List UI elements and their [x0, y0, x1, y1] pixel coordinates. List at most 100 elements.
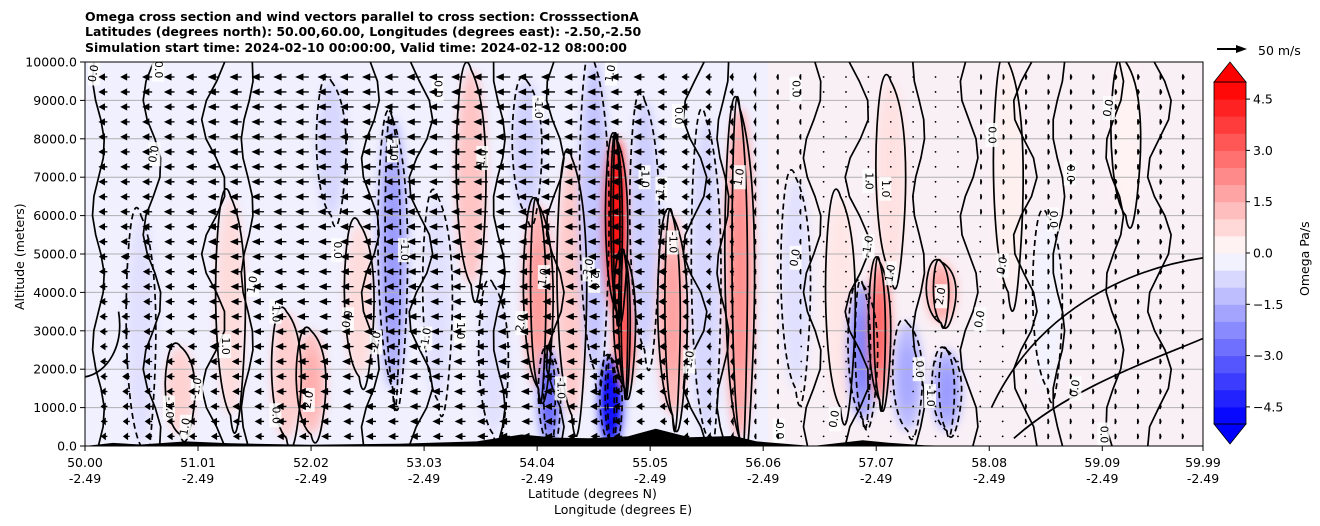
wind-vector: [99, 342, 108, 351]
wind-vector: [1047, 208, 1050, 215]
wind-vector: [636, 402, 645, 411]
contour-line: [628, 90, 661, 372]
contour-label-bg: [179, 414, 192, 439]
wind-vector: [889, 300, 892, 303]
wind-vector: [1181, 89, 1185, 95]
wind-vector: [1181, 193, 1185, 200]
wind-vector: [78, 239, 85, 244]
wind-vector: [934, 285, 937, 288]
wind-vector: [540, 178, 556, 186]
wind-vector: [822, 435, 825, 438]
wind-vector: [361, 73, 376, 81]
contour-label-bg: [828, 407, 841, 432]
wind-vector: [1181, 74, 1185, 80]
contour-line: [578, 62, 610, 396]
colorbar-segment: [1214, 253, 1246, 271]
wind-vector: [657, 178, 667, 186]
wind-vector: [318, 283, 332, 291]
wind-vector: [364, 387, 376, 396]
contour-label-bg: [655, 176, 668, 201]
wind-vector: [707, 432, 712, 441]
wind-vector: [274, 313, 287, 321]
wind-vector: [799, 328, 802, 335]
wind-vector: [317, 238, 332, 246]
x-tick-label-lon: -2.49: [295, 471, 327, 486]
wind-vector: [1114, 74, 1118, 80]
wind-vector: [1069, 388, 1072, 395]
wind-vector: [800, 345, 803, 348]
wind-vector: [229, 208, 242, 216]
wind-vector: [295, 88, 309, 96]
wind-vector: [451, 133, 466, 141]
contour-label-bg: [148, 142, 161, 167]
wind-vector: [912, 330, 915, 333]
wind-vector: [143, 357, 153, 366]
x-axis: 50.00-2.4951.01-2.4952.02-2.4953.03-2.49…: [67, 446, 1221, 486]
wind-vector: [1047, 238, 1050, 245]
wind-vector: [934, 150, 937, 153]
wind-vector: [384, 133, 399, 141]
colorbar-segment: [1214, 304, 1246, 322]
wind-vector: [498, 387, 511, 396]
wind-vector: [633, 118, 645, 126]
x-tick-label-lat: 50.00: [67, 455, 103, 470]
wind-vector: [1136, 343, 1140, 350]
wind-vector: [612, 387, 623, 396]
wind-vector: [295, 208, 309, 216]
wind-vector: [473, 208, 488, 216]
wind-vector: [429, 268, 444, 276]
contour-label: 0.0: [773, 422, 786, 440]
wind-vector: [979, 390, 982, 393]
wind-vector: [385, 268, 399, 276]
wind-vector: [1069, 89, 1073, 95]
wind-vector: [912, 375, 915, 378]
colorbar-segment: [1214, 150, 1246, 168]
contour-label-bg: [1097, 422, 1110, 446]
wind-vector: [1047, 343, 1050, 350]
wind-vector: [1047, 313, 1050, 320]
wind-vector: [295, 73, 309, 81]
wind-vector: [889, 405, 892, 408]
wind-vector: [934, 91, 937, 93]
wind-vector: [276, 387, 287, 396]
wind-vector: [889, 270, 892, 273]
wind-vector: [451, 193, 466, 201]
omega-blob: [780, 177, 811, 389]
wind-vector: [613, 417, 623, 426]
wind-vector: [660, 432, 667, 441]
wind-vector: [1092, 89, 1095, 95]
wind-vector: [473, 178, 488, 186]
wind-vector: [386, 342, 399, 351]
wind-vector: [339, 133, 354, 141]
wind-vector: [1047, 163, 1050, 170]
wind-vector: [365, 417, 376, 426]
wind-vector: [1002, 223, 1005, 230]
wind-vector: [1069, 163, 1073, 170]
wind-vector: [729, 162, 735, 172]
wind-vector: [1114, 328, 1118, 335]
x-tick-label-lat: 58.08: [971, 455, 1007, 470]
wind-vector: [633, 103, 645, 111]
wind-vector: [610, 223, 623, 231]
wind-vector: [143, 297, 153, 306]
wind-vector: [610, 148, 623, 156]
zero-contour-line: [1052, 62, 1066, 446]
contour-line: [620, 248, 629, 401]
wind-vector: [1025, 298, 1028, 305]
wind-vector: [273, 193, 287, 201]
wind-vector: [753, 343, 757, 350]
zero-contour-line: [911, 62, 926, 446]
wind-vector: [1024, 373, 1028, 380]
wind-vector: [163, 73, 175, 81]
wind-vector: [120, 208, 130, 216]
wind-vector: [296, 268, 309, 276]
reference-vector: [1217, 45, 1247, 53]
wind-vector: [776, 104, 779, 110]
wind-vector: [705, 252, 712, 261]
contour-label-bg: [330, 238, 343, 263]
wind-vector: [317, 103, 332, 111]
wind-vector: [730, 401, 735, 412]
wind-vector: [912, 360, 915, 363]
wind-vector: [633, 88, 645, 96]
wind-vector: [495, 88, 511, 96]
